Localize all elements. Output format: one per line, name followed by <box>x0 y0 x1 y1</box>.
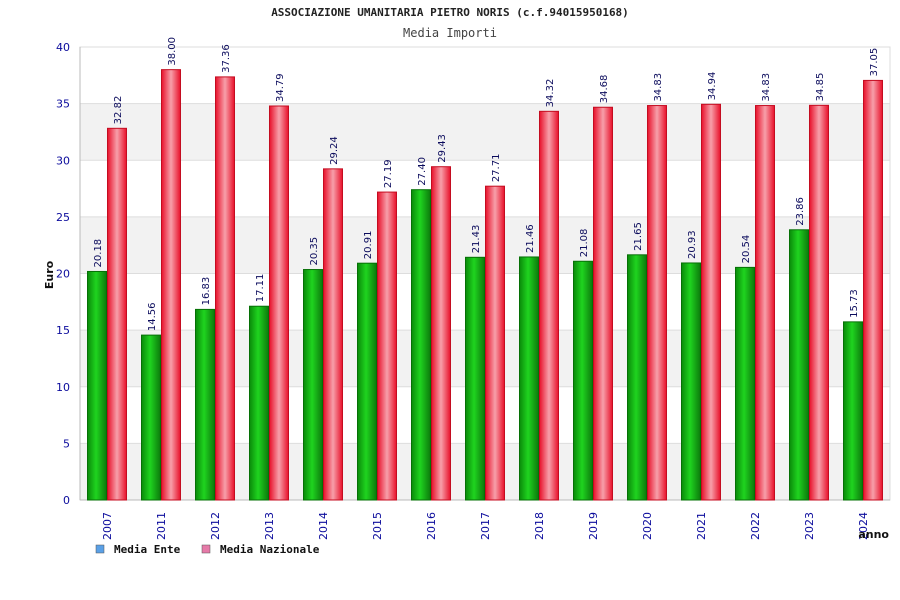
bar-media-ente <box>789 229 809 501</box>
y-tick-labels: 0 5 10 15 20 25 30 35 40 <box>56 41 70 507</box>
legend: Media Ente Media Nazionale <box>95 543 320 556</box>
y-tick-label: 25 <box>56 211 70 224</box>
x-tick-label: 2019 <box>587 512 600 540</box>
data-label: 34.83 <box>761 73 772 102</box>
data-label: 17.11 <box>255 274 266 303</box>
bar-media-ente <box>195 308 215 501</box>
y-tick-label: 20 <box>56 268 70 281</box>
bar-media-ente <box>519 256 539 501</box>
bar-media-ente <box>843 321 863 501</box>
legend-swatch-media-nazionale <box>201 544 211 554</box>
x-tick-labels: 2007 2011 2012 2013 2014 2015 2016 2017 2018 2019… <box>101 512 870 540</box>
data-label: 20.18 <box>93 239 104 268</box>
y-tick-label: 10 <box>56 381 70 394</box>
bar-media-nazionale <box>755 105 775 501</box>
bar-media-nazionale <box>701 103 721 501</box>
bar-media-nazionale <box>593 106 613 501</box>
bar-media-ente <box>681 262 701 501</box>
x-tick-label: 2014 <box>317 512 330 540</box>
data-label: 34.68 <box>599 75 610 104</box>
bar-media-nazionale <box>647 105 667 501</box>
data-label: 20.93 <box>687 230 698 259</box>
data-label: 21.65 <box>633 222 644 251</box>
bars <box>87 69 883 501</box>
y-tick-label: 15 <box>56 324 70 337</box>
x-tick-label: 2015 <box>371 512 384 540</box>
y-axis-label: Euro <box>43 260 56 289</box>
x-tick-label: 2012 <box>209 512 222 540</box>
bar-media-nazionale <box>323 168 343 501</box>
value-labels: 20.18 32.82 14.56 38.00 16.83 37.36 17.11 34.79… <box>93 37 880 331</box>
y-tick-label: 40 <box>56 41 70 54</box>
legend-swatch-media-ente <box>95 544 105 554</box>
bar-media-nazionale <box>107 127 127 501</box>
y-tick-label: 5 <box>63 437 70 450</box>
bar-media-nazionale <box>269 105 289 501</box>
x-tick-label: 2021 <box>695 512 708 540</box>
data-label: 34.85 <box>815 73 826 102</box>
data-label: 20.35 <box>309 237 320 266</box>
bar-media-ente <box>357 262 377 501</box>
data-label: 15.73 <box>849 289 860 318</box>
data-label: 34.94 <box>707 72 718 101</box>
data-label: 27.71 <box>491 154 502 183</box>
x-tick-label: 2011 <box>155 512 168 540</box>
data-label: 21.46 <box>525 224 536 253</box>
data-label: 34.32 <box>545 79 556 108</box>
data-label: 32.82 <box>113 96 124 125</box>
data-label: 20.54 <box>741 235 752 264</box>
bar-media-ente <box>303 269 323 501</box>
data-label: 23.86 <box>795 197 806 226</box>
bar-media-ente <box>465 256 485 501</box>
x-tick-label: 2013 <box>263 512 276 540</box>
data-label: 16.83 <box>201 277 212 306</box>
data-label: 27.40 <box>417 157 428 186</box>
bar-media-ente <box>249 305 269 501</box>
x-tick-label: 2018 <box>533 512 546 540</box>
data-label: 34.83 <box>653 73 664 102</box>
x-tick-label: 2024 <box>857 512 870 540</box>
x-tick-label: 2020 <box>641 512 654 540</box>
bar-media-ente <box>573 260 593 501</box>
data-label: 14.56 <box>147 302 158 331</box>
data-label: 29.24 <box>329 136 340 165</box>
y-tick-label: 0 <box>63 494 70 507</box>
bar-media-ente <box>627 254 647 501</box>
data-label: 38.00 <box>167 37 178 66</box>
data-label: 29.43 <box>437 134 448 163</box>
data-label: 37.05 <box>869 48 880 77</box>
bar-media-nazionale <box>161 69 181 501</box>
x-tick-label: 2016 <box>425 512 438 540</box>
x-tick-label: 2007 <box>101 512 114 540</box>
bar-media-nazionale <box>809 104 829 501</box>
x-axis-label: anno <box>858 528 889 541</box>
x-tick-label: 2023 <box>803 512 816 540</box>
bar-media-nazionale <box>215 76 235 501</box>
bar-media-nazionale <box>431 166 451 501</box>
data-label: 21.43 <box>471 225 482 254</box>
chart-subtitle: Media Importi <box>403 26 497 40</box>
bar-media-nazionale <box>863 79 883 501</box>
x-tick-label: 2022 <box>749 512 762 540</box>
bar-media-ente <box>87 270 107 501</box>
y-tick-label: 35 <box>56 98 70 111</box>
data-label: 20.91 <box>363 231 374 260</box>
x-tick-label: 2017 <box>479 512 492 540</box>
chart-title: ASSOCIAZIONE UMANITARIA PIETRO NORIS (c.… <box>271 6 629 19</box>
data-label: 37.36 <box>221 44 232 73</box>
bar-media-ente <box>411 189 431 501</box>
y-tick-label: 30 <box>56 154 70 167</box>
bar-media-nazionale <box>485 185 505 501</box>
bar-media-nazionale <box>539 110 559 501</box>
bar-media-nazionale <box>377 191 397 501</box>
legend-label-media-nazionale: Media Nazionale <box>220 543 320 556</box>
data-label: 34.79 <box>275 73 286 102</box>
legend-label-media-ente: Media Ente <box>114 543 181 556</box>
data-label: 27.19 <box>383 159 394 188</box>
data-label: 21.08 <box>579 229 590 258</box>
bar-media-ente <box>141 334 161 501</box>
bar-media-ente <box>735 266 755 501</box>
